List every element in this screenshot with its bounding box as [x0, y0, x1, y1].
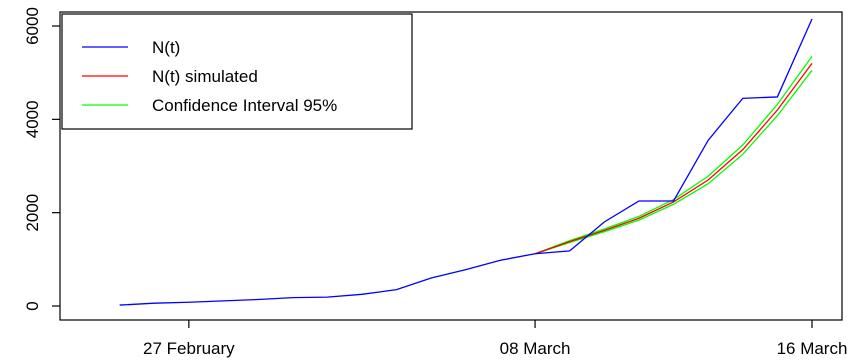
simulated-line — [534, 62, 813, 255]
series-layer — [119, 18, 813, 306]
observed-line — [119, 18, 813, 306]
y-tick-label: 0 — [23, 301, 42, 310]
y-tick-label: 2000 — [23, 194, 42, 232]
plot-frame — [59, 11, 843, 321]
y-tick-label: 6000 — [23, 7, 42, 45]
legend-label-n: N(t) — [152, 38, 180, 57]
ci-lower-line — [534, 69, 813, 255]
y-tick-label: 4000 — [23, 100, 42, 138]
x-tick-label: 08 March — [500, 339, 571, 358]
legend-box — [61, 13, 413, 130]
ci-upper-line — [534, 55, 813, 255]
x-axis: 27 February 08 March 16 March — [143, 320, 847, 358]
x-tick-label: 16 March — [777, 339, 848, 358]
legend-label-ci: Confidence Interval 95% — [152, 96, 337, 115]
y-axis: 0 2000 4000 6000 — [23, 7, 60, 311]
legend: N(t) N(t) simulated Confidence Interval … — [61, 13, 413, 130]
legend-label-simulated: N(t) simulated — [152, 67, 258, 86]
x-tick-label: 27 February — [143, 339, 235, 358]
